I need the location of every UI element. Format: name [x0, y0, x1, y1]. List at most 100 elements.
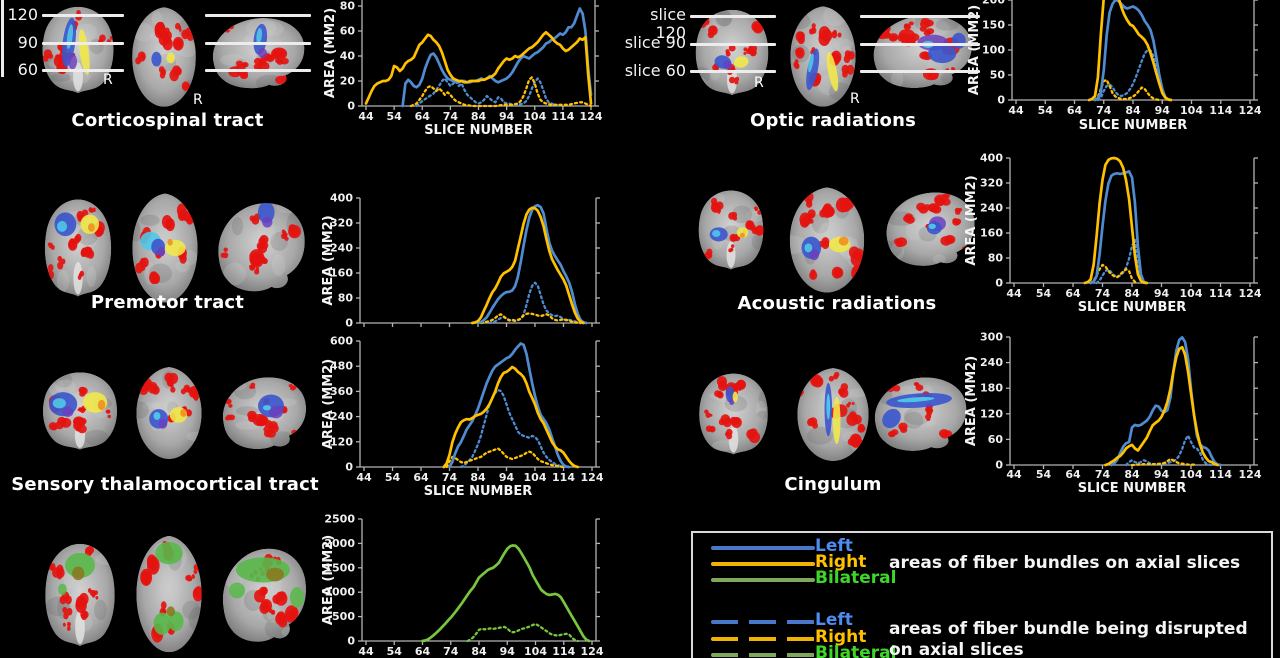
tract-overlay-blob — [882, 408, 901, 429]
y-tick-label: 60 — [340, 25, 356, 38]
tract-overlay-blob — [72, 566, 85, 581]
tract-overlay-blob — [166, 606, 176, 617]
x-tick-label: 114 — [1209, 287, 1232, 300]
x-tick-label: 44 — [358, 645, 374, 658]
tract-overlay-blob — [266, 567, 284, 582]
tract-overlay-blob — [733, 56, 749, 68]
y-tick-label: 0 — [995, 277, 1003, 290]
series-bilateral-line — [421, 544, 591, 643]
brain-mri-image — [136, 366, 202, 460]
tract-overlay-blob — [806, 48, 820, 91]
x-tick-label: 44 — [1008, 104, 1024, 117]
brain-cingulum-axial — [786, 365, 880, 464]
y-tick-label: 150 — [982, 19, 1005, 32]
brain-mri-image — [874, 377, 967, 451]
y-axis-label: AREA (MM2) — [967, 5, 982, 95]
tract-overlay-blob — [804, 243, 813, 253]
legend-box: Left Right Bilateral areas of fiber bund… — [691, 531, 1273, 658]
brain-bilateral-sagittal — [213, 538, 313, 652]
tract-overlay-blob — [826, 393, 831, 420]
series-left-disrupted-line — [1124, 434, 1213, 467]
tract-overlay-blob — [722, 60, 732, 70]
legend-label-left-solid: Left — [815, 536, 853, 556]
legend-label-right-solid: Right — [815, 552, 867, 572]
chart-acoustic-radiations: 0 80 160 240 320 400 44 54 64 74 84 94 104 114 124 AREA… — [963, 146, 1280, 320]
tract-overlay-blob — [897, 396, 935, 403]
x-axis-label: SLICE NUMBER — [424, 123, 533, 138]
series-left-line — [1110, 336, 1222, 467]
legend-swatch-bilateral-solid — [711, 578, 815, 582]
tract-overlay-blob — [158, 418, 168, 429]
slice-line-120-left — [42, 14, 124, 17]
x-tick-label: 54 — [1038, 104, 1054, 117]
tract-overlay-blob — [928, 223, 936, 229]
brain-mri-image — [132, 7, 196, 107]
slice-line-90-right — [205, 42, 311, 45]
brain-mri-image — [42, 372, 118, 450]
x-tick-label: 74 — [443, 645, 459, 658]
tract-overlay-blob — [808, 53, 814, 73]
panel-title-sensory: Sensory thalamocortical tract — [11, 474, 319, 495]
x-tick-label: 124 — [581, 471, 604, 484]
panel-title-premotor: Premotor tract — [90, 292, 245, 313]
x-tick-label: 54 — [1036, 287, 1052, 300]
slice-label-120: 120 — [7, 5, 38, 24]
tract-overlay-blob — [151, 51, 162, 67]
brain-corticospinal-axial — [122, 4, 206, 110]
y-tick-label: 80 — [340, 0, 356, 13]
chart-svg-c3: 0 80 160 240 320 400 AREA (MM2) — [321, 192, 600, 330]
brain-bilateral-axial — [126, 532, 212, 656]
slice-label-90: 90 — [17, 33, 38, 52]
brain-mri-image — [699, 373, 768, 455]
slice-label-60-right: slice 60 — [624, 61, 686, 80]
chart-svg-c2: 0 50 100 150 200 44 54 64 74 84 94 104 114 124 AREA (M… — [967, 0, 1262, 133]
legend-label-right-dashed: Right — [815, 627, 867, 647]
y-tick-label: 100 — [982, 44, 1005, 57]
chart-optic-radiations: 0 50 100 150 200 44 54 64 74 84 94 104 114 124 AREA (M… — [966, 0, 1280, 142]
x-tick-label: 44 — [1006, 468, 1022, 481]
brain-premotor-coronal — [36, 194, 120, 302]
y-tick-label: 0 — [345, 461, 353, 474]
x-tick-label: 94 — [1155, 104, 1171, 117]
series-right-line — [470, 206, 585, 325]
x-tick-label: 104 — [1180, 287, 1203, 300]
y-tick-label: 80 — [338, 292, 354, 305]
series-right-line — [1087, 0, 1173, 102]
x-tick-label: 114 — [552, 471, 575, 484]
legend-description-solid: areas of fiber bundles on axial slices — [889, 553, 1241, 573]
x-tick-label: 74 — [442, 471, 458, 484]
y-tick-label: 0 — [995, 459, 1003, 472]
chart-svg-c7: 0 500 1000 1500 2000 2500 44 54 64 74 84 94 104 114 12… — [321, 513, 604, 658]
panel-title-cingulum: Cingulum — [784, 474, 882, 495]
y-tick-label: 120 — [980, 407, 1003, 420]
brain-sensory-coronal — [33, 368, 127, 454]
x-axis-label: SLICE NUMBER — [424, 484, 533, 499]
legend-description-dashed: areas of fiber bundle being disrupted on… — [889, 619, 1248, 658]
series-left-disrupted-line — [415, 77, 562, 108]
y-tick-label: 320 — [980, 177, 1003, 190]
tract-overlay-blob — [262, 216, 273, 228]
slice-line-90-left2 — [690, 43, 776, 46]
series-right-disrupted-line — [1130, 457, 1199, 467]
legend-swatch-bilateral-dashed — [711, 653, 815, 657]
brain-mri-image — [136, 535, 202, 653]
x-axis-label: SLICE NUMBER — [1079, 118, 1188, 133]
y-tick-label: 360 — [330, 385, 353, 398]
brain-optic-axial — [780, 3, 866, 110]
brain-optic-coronal — [686, 5, 778, 100]
brain-acoustic-axial — [778, 184, 876, 296]
series-right-disrupted-line — [1089, 263, 1140, 285]
x-tick-label: 84 — [470, 471, 486, 484]
x-tick-label: 104 — [1180, 104, 1203, 117]
x-tick-label: 94 — [499, 471, 515, 484]
brain-mri-image — [212, 18, 305, 89]
series-left-disrupted-line — [1096, 48, 1173, 102]
y-tick-label: 200 — [982, 0, 1005, 7]
x-tick-label: 54 — [386, 110, 402, 123]
brain-mri-image — [873, 15, 972, 89]
slice-label-60: 60 — [17, 60, 38, 79]
y-tick-label: 2500 — [324, 513, 355, 526]
x-tick-label: 44 — [358, 110, 374, 123]
tract-overlay-blob — [158, 246, 165, 257]
x-tick-label: 94 — [1154, 287, 1170, 300]
